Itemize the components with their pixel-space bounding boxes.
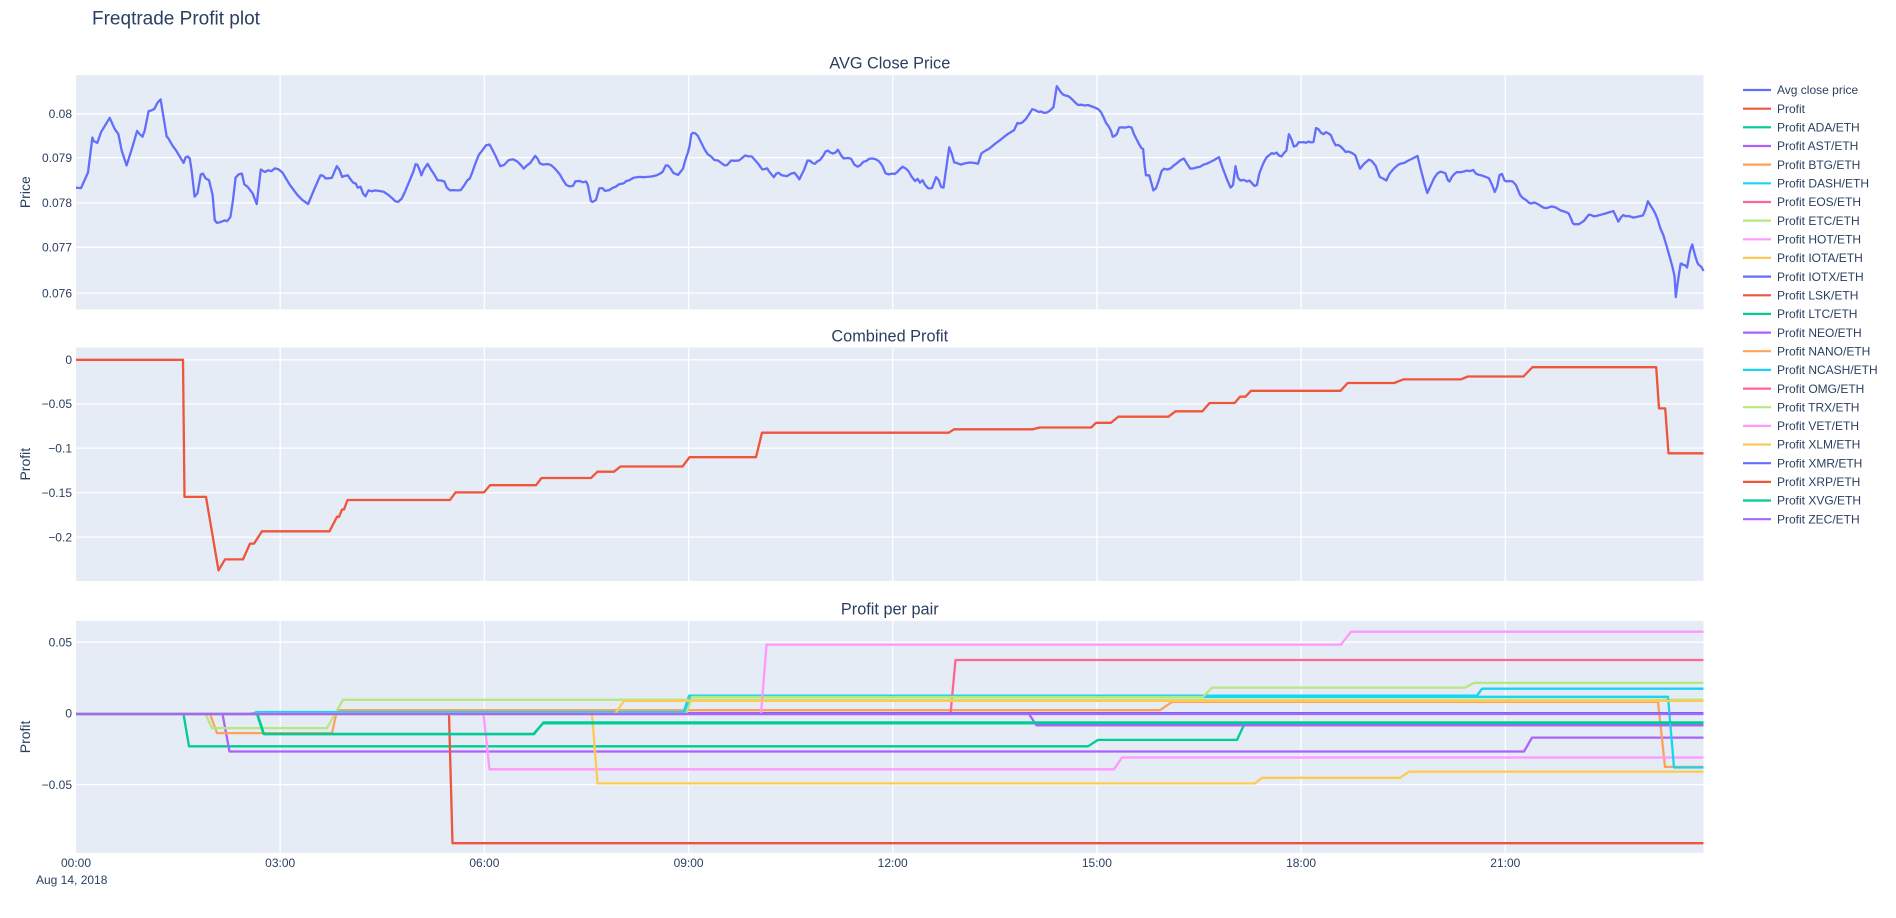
svg-text:Profit LTC/ETH: Profit LTC/ETH bbox=[1777, 307, 1857, 321]
svg-text:−0.15: −0.15 bbox=[42, 486, 73, 500]
svg-text:0.08: 0.08 bbox=[49, 107, 73, 121]
svg-text:AVG Close Price: AVG Close Price bbox=[829, 54, 950, 72]
svg-text:Profit IOTA/ETH: Profit IOTA/ETH bbox=[1777, 251, 1863, 265]
svg-text:12:00: 12:00 bbox=[878, 856, 908, 870]
svg-text:−0.05: −0.05 bbox=[42, 778, 73, 792]
svg-text:0.078: 0.078 bbox=[42, 196, 72, 210]
svg-text:Profit NANO/ETH: Profit NANO/ETH bbox=[1777, 344, 1870, 358]
svg-text:Profit OMG/ETH: Profit OMG/ETH bbox=[1777, 382, 1864, 396]
svg-text:Profit XRP/ETH: Profit XRP/ETH bbox=[1777, 475, 1860, 489]
svg-text:Profit: Profit bbox=[17, 448, 33, 481]
svg-text:Profit: Profit bbox=[17, 720, 33, 753]
svg-text:Profit LSK/ETH: Profit LSK/ETH bbox=[1777, 289, 1858, 303]
svg-text:15:00: 15:00 bbox=[1082, 856, 1112, 870]
svg-text:Freqtrade Profit plot: Freqtrade Profit plot bbox=[92, 9, 261, 30]
svg-text:Profit per pair: Profit per pair bbox=[841, 600, 939, 618]
svg-text:Price: Price bbox=[17, 176, 33, 208]
svg-text:03:00: 03:00 bbox=[265, 856, 295, 870]
svg-text:Profit DASH/ETH: Profit DASH/ETH bbox=[1777, 177, 1869, 191]
svg-text:06:00: 06:00 bbox=[469, 856, 499, 870]
svg-text:Combined Profit: Combined Profit bbox=[831, 327, 948, 345]
svg-text:0: 0 bbox=[65, 353, 72, 367]
svg-text:Profit ETC/ETH: Profit ETC/ETH bbox=[1777, 214, 1860, 228]
svg-text:Profit ZEC/ETH: Profit ZEC/ETH bbox=[1777, 512, 1860, 526]
svg-text:00:00: 00:00 bbox=[61, 856, 91, 870]
svg-text:Aug 14, 2018: Aug 14, 2018 bbox=[36, 873, 108, 887]
svg-text:Profit NEO/ETH: Profit NEO/ETH bbox=[1777, 326, 1862, 340]
svg-text:−0.05: −0.05 bbox=[42, 397, 73, 411]
svg-text:Avg close price: Avg close price bbox=[1777, 83, 1858, 97]
svg-text:Profit TRX/ETH: Profit TRX/ETH bbox=[1777, 400, 1859, 414]
svg-text:0.076: 0.076 bbox=[42, 286, 72, 300]
svg-text:Profit VET/ETH: Profit VET/ETH bbox=[1777, 419, 1859, 433]
svg-text:Profit HOT/ETH: Profit HOT/ETH bbox=[1777, 233, 1861, 247]
svg-text:18:00: 18:00 bbox=[1286, 856, 1316, 870]
svg-text:0.05: 0.05 bbox=[49, 635, 73, 649]
svg-text:09:00: 09:00 bbox=[674, 856, 704, 870]
svg-text:Profit XMR/ETH: Profit XMR/ETH bbox=[1777, 456, 1862, 470]
svg-text:0: 0 bbox=[65, 707, 72, 721]
svg-text:−0.1: −0.1 bbox=[48, 441, 72, 455]
svg-text:Profit NCASH/ETH: Profit NCASH/ETH bbox=[1777, 363, 1878, 377]
svg-text:Profit IOTX/ETH: Profit IOTX/ETH bbox=[1777, 270, 1864, 284]
svg-text:Profit XVG/ETH: Profit XVG/ETH bbox=[1777, 494, 1861, 508]
svg-text:0.079: 0.079 bbox=[42, 151, 72, 165]
svg-text:−0.2: −0.2 bbox=[48, 530, 72, 544]
svg-text:Profit BTG/ETH: Profit BTG/ETH bbox=[1777, 158, 1860, 172]
svg-text:Profit EOS/ETH: Profit EOS/ETH bbox=[1777, 195, 1861, 209]
svg-text:Profit ADA/ETH: Profit ADA/ETH bbox=[1777, 121, 1860, 135]
svg-text:Profit AST/ETH: Profit AST/ETH bbox=[1777, 139, 1858, 153]
svg-text:0.077: 0.077 bbox=[42, 241, 72, 255]
svg-text:Profit XLM/ETH: Profit XLM/ETH bbox=[1777, 438, 1860, 452]
svg-text:21:00: 21:00 bbox=[1490, 856, 1520, 870]
svg-text:Profit: Profit bbox=[1777, 102, 1806, 116]
